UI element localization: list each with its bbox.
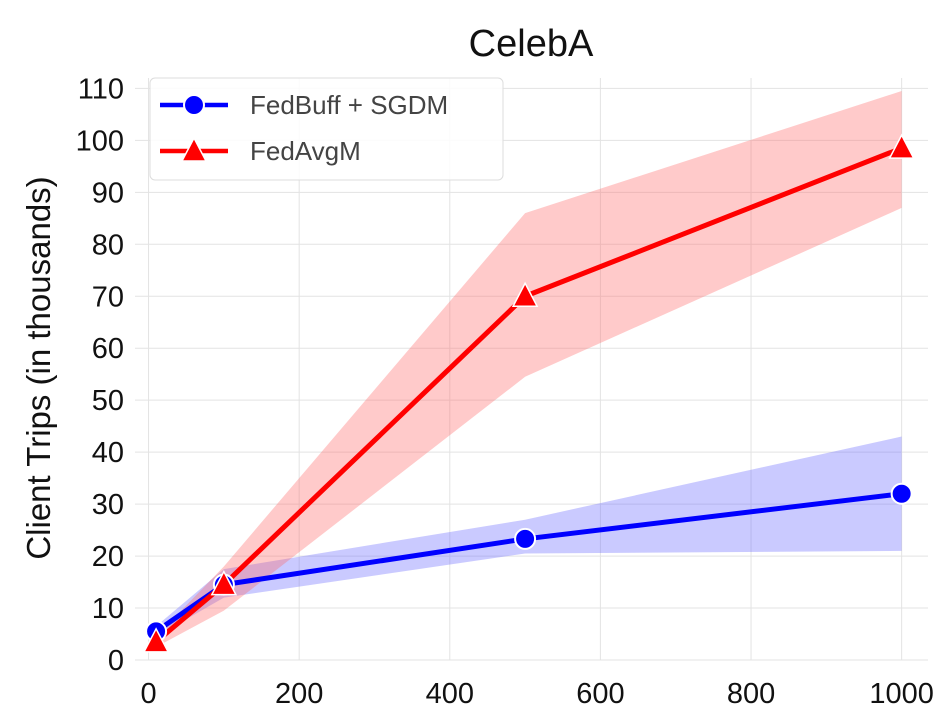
y-tick-label: 50 bbox=[92, 385, 124, 417]
y-tick-label: 40 bbox=[92, 437, 124, 469]
x-tick-label: 400 bbox=[426, 678, 474, 710]
y-tick-label: 30 bbox=[92, 489, 124, 521]
legend-box bbox=[149, 77, 504, 181]
series-lines bbox=[154, 145, 903, 644]
x-axis-ticks: 0 200 400 600 800 1000 bbox=[140, 678, 933, 710]
chart-title: CelebA bbox=[469, 23, 594, 65]
point-fedavgm bbox=[888, 133, 915, 159]
x-tick-label: 600 bbox=[576, 678, 624, 710]
y-tick-label: 100 bbox=[76, 125, 124, 157]
legend-label-fedavgm: FedAvgM bbox=[250, 136, 361, 166]
series-markers bbox=[142, 133, 915, 653]
legend-triangle-marker-icon bbox=[180, 136, 208, 162]
x-tick-label: 800 bbox=[727, 678, 775, 710]
y-tick-label: 80 bbox=[92, 229, 124, 261]
band-fedavgm bbox=[156, 90, 902, 648]
point-fedbuff-sgdm bbox=[514, 527, 537, 550]
line-fedbuff-sgdm bbox=[154, 491, 902, 634]
line-fedavgm bbox=[154, 145, 903, 644]
point-fedavgm bbox=[511, 281, 539, 307]
y-tick-label: 110 bbox=[78, 73, 124, 105]
y-tick-label: 90 bbox=[92, 177, 124, 209]
x-tick-label: 200 bbox=[275, 678, 323, 710]
point-fedavgm bbox=[210, 570, 238, 596]
y-tick-label: 20 bbox=[92, 541, 124, 573]
y-tick-label: 70 bbox=[92, 281, 124, 313]
point-fedbuff-sgdm bbox=[890, 482, 913, 505]
y-tick-label: 10 bbox=[92, 593, 124, 625]
x-tick-label: 0 bbox=[140, 678, 156, 710]
y-axis-label: Client Trips (in thousands) bbox=[20, 176, 57, 559]
y-tick-label: 0 bbox=[108, 645, 124, 677]
y-axis-ticks: 0 10 20 30 40 50 60 70 80 90 100 110 bbox=[76, 73, 124, 677]
legend-circle-marker-icon bbox=[183, 94, 205, 116]
legend: FedBuff + SGDM FedAvgM bbox=[149, 77, 504, 181]
y-tick-label: 60 bbox=[92, 333, 124, 365]
point-fedavgm bbox=[142, 627, 170, 653]
x-tick-label: 1000 bbox=[869, 678, 934, 710]
legend-label-fedbuff: FedBuff + SGDM bbox=[250, 90, 448, 120]
